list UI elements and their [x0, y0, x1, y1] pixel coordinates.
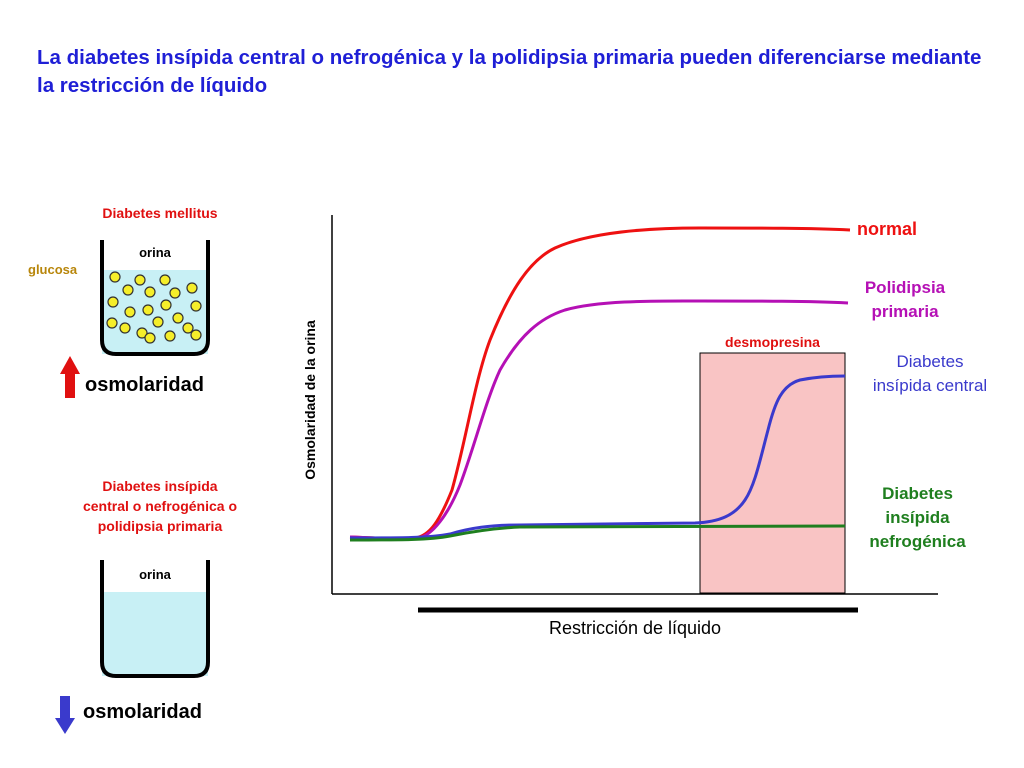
curve-label-line: Diabetes — [896, 352, 964, 371]
page-title: La diabetes insípida central o nefrogéni… — [37, 46, 982, 97]
glucose-label: glucosa — [28, 262, 78, 277]
glucose-dots — [106, 271, 202, 344]
curve-label-normal: normal — [857, 219, 917, 240]
x-axis-label: Restricción de líquido — [548, 618, 722, 638]
curve-label-line: Diabetes — [882, 484, 953, 503]
curve-central-di — [349, 374, 846, 540]
beaker-label-orina: orina — [139, 567, 171, 582]
glucose-dot — [164, 330, 176, 342]
curve-label-line: normal — [857, 219, 918, 239]
desmopressin-label: desmopresina — [725, 334, 820, 350]
glucose-dot — [106, 317, 118, 329]
glucose-dot — [136, 327, 148, 339]
desmopressin-box — [699, 352, 846, 594]
urine-fill — [102, 592, 208, 676]
condition-label-diabetes-mellitus: Diabetes mellitus — [102, 205, 218, 221]
arrow-down-icon — [55, 696, 75, 734]
glucose-dot — [160, 299, 172, 311]
curve-label-primary-polydipsia: Polidipsia primaria — [840, 276, 970, 324]
glucose-dot — [124, 306, 136, 318]
osmolarity-label-down: osmolaridad — [83, 701, 202, 723]
curve-label-line: Polidipsia — [864, 278, 946, 297]
beaker-diabetes-insipida — [100, 560, 210, 678]
glucose-dot — [190, 329, 202, 341]
glucose-dot — [119, 322, 131, 334]
curve-label-line: insípida central — [872, 376, 988, 395]
glucose-dot — [152, 316, 164, 328]
curve-label-central-di: Diabetes insípida central — [850, 350, 1010, 398]
glucose-dot — [172, 312, 184, 324]
beaker-outline — [100, 560, 210, 678]
glucose-dot — [109, 271, 121, 283]
y-axis-label: Osmolaridad de la orina — [302, 320, 318, 480]
condition-line: central o nefrogénica o — [82, 498, 238, 514]
graph — [331, 215, 938, 613]
beaker-label-orina: orina — [139, 245, 171, 260]
glucose-dot — [182, 322, 194, 334]
glucose-dot — [142, 304, 154, 316]
beaker-outline — [100, 240, 210, 356]
curve-label-line: nefrogénica — [869, 532, 966, 551]
condition-line: Diabetes insípida — [102, 478, 218, 494]
curve-label-nephrogenic-di: Diabetes insípida nefrogénica — [845, 482, 990, 554]
glucose-dot — [186, 282, 198, 294]
osmolarity-label-up: osmolaridad — [85, 374, 204, 396]
condition-line: polidipsia primaria — [97, 518, 223, 534]
arrow-up-icon — [60, 356, 80, 398]
curve-label-line: primaria — [871, 302, 939, 321]
glucose-dot — [122, 284, 134, 296]
glucose-dot — [190, 300, 202, 312]
glucose-dot — [107, 296, 119, 308]
glucose-dot — [144, 286, 156, 298]
curve-nephrogenic-di — [349, 524, 846, 542]
beaker-diabetes-mellitus — [100, 240, 210, 356]
curve-label-line: insípida — [885, 508, 950, 527]
glucose-dot — [169, 287, 181, 299]
glucose-dot — [159, 274, 171, 286]
glucose-dot — [144, 332, 156, 344]
condition-label-di-polydipsia: Diabetes insípida central o nefrogénica … — [40, 476, 280, 536]
glucose-dot — [134, 274, 146, 286]
